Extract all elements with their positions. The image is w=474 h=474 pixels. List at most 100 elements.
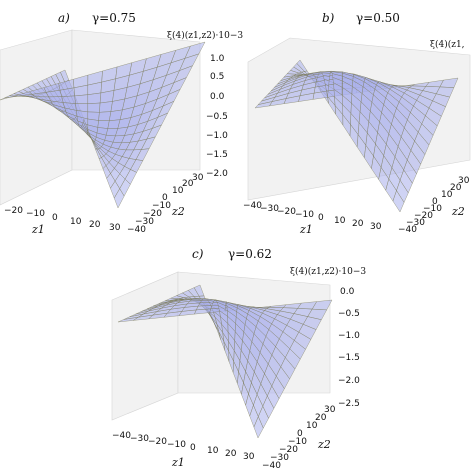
panel-c-ztick: −1.0 [338, 331, 360, 341]
panel-a-xtick: 20 [89, 220, 101, 230]
panel-c-xtick: −20 [148, 437, 167, 447]
panel-a-surface [0, 41, 206, 209]
panel-c-ytick: 20 [315, 413, 327, 423]
panel-a-xtick: 30 [109, 223, 121, 233]
panel-b-xtick: 20 [352, 219, 364, 229]
panel-a-ytick: −10 [152, 201, 171, 211]
panel-c-zticks: 0.0 −0.5 −1.0 −1.5 −2.0 −2.5 [338, 287, 360, 409]
panel-a-ytick: 20 [182, 179, 194, 189]
panel-b-xtick: 30 [370, 222, 382, 232]
panel-a-ztick: −1.0 [206, 131, 228, 141]
panel-c-title: γ=0.62 [228, 247, 272, 261]
panel-c-ytick: −40 [262, 461, 281, 471]
surface-cell [98, 111, 112, 121]
panel-b-ytick: 20 [450, 183, 462, 193]
panel-c-ytick: −20 [279, 445, 298, 455]
panel-a-xtick: −20 [4, 206, 23, 216]
surface-cell [74, 94, 89, 104]
panel-b-xtick: −30 [260, 204, 279, 214]
panel-a-zticks: 1.0 0.5 0.0 −0.5 −1.0 −1.5 −2.0 [206, 54, 228, 179]
panel-c-ylabel: z2 [317, 438, 331, 451]
panel-b-letter: b) [322, 11, 335, 25]
surface-cell [87, 92, 102, 104]
panel-a-ytick: −40 [127, 225, 146, 235]
panel-b-ytick: −30 [406, 218, 425, 228]
panel-b-ytick: 10 [441, 190, 453, 200]
svg-text:c): c) [192, 247, 204, 261]
panel-a-ytick: −30 [135, 217, 154, 227]
panel-a-ytick: 10 [172, 186, 184, 196]
panel-a-ytick: 30 [192, 173, 204, 183]
panel-c-xtick: 20 [225, 449, 237, 459]
panel-a-xlabel: z1 [31, 223, 45, 236]
panel-c-ztick: −1.5 [338, 353, 360, 363]
panel-c-xticks: −40 −30 −20 −10 0 10 20 30 [112, 431, 255, 462]
panel-c-zlabel: ξ(4)(z1,z2)·10−3 [290, 266, 366, 277]
panel-c-xtick: −40 [112, 431, 131, 441]
panel-c-xtick: −10 [167, 440, 186, 450]
panel-b-xticks: −40 −30 −20 −10 0 10 20 30 [243, 201, 382, 232]
panel-a-xtick: 0 [52, 213, 58, 223]
panel-c-xtick: 0 [190, 443, 196, 453]
surface-cell [113, 188, 125, 209]
svg-text:a): a) [58, 11, 70, 25]
panel-c-ztick: −0.5 [338, 309, 360, 319]
panel-a-ztick: −0.5 [206, 112, 228, 122]
surface-cell [392, 190, 405, 213]
panel-c-xtick: 30 [243, 452, 255, 462]
panel-b-xtick: 0 [318, 213, 324, 223]
panel-c-xtick: 10 [207, 446, 219, 456]
panel-c-xtick: −30 [130, 434, 149, 444]
panel-b-ytick: −20 [414, 211, 433, 221]
panel-b-yticks: −40 −30 −20 −10 0 10 20 30 [398, 176, 470, 235]
panel-c-ytick: −10 [288, 437, 307, 447]
panel-b-ytick: −10 [423, 204, 442, 214]
panel-c-ztick: 0.0 [340, 287, 355, 297]
panel-c: c) γ=0.62 ξ(4)(z1,z2)·10−3 0.0 −0.5 −1.0… [111, 247, 366, 471]
panel-b-ytick: −40 [398, 225, 417, 235]
panel-b-title: γ=0.50 [356, 11, 400, 25]
panel-a-title: γ=0.75 [92, 11, 136, 25]
panel-c-surface [117, 284, 333, 439]
panel-c-ytick: 0 [297, 429, 303, 439]
panel-a-ztick: 1.0 [210, 54, 225, 64]
surface-cell [253, 416, 264, 439]
panel-c-ztick: −2.5 [338, 399, 360, 409]
panel-a-ytick: −20 [143, 209, 162, 219]
panel-c-letter: c) [192, 247, 204, 261]
panel-a-ztick: −1.5 [206, 150, 228, 160]
panel-c-xlabel: z1 [171, 456, 185, 469]
panel-a-xtick: −10 [26, 209, 45, 219]
panel-b-xlabel: z1 [299, 223, 313, 236]
panel-b-zlabel: ξ(4)(z1, [430, 39, 465, 50]
panel-a-yticks: −40 −30 −20 −10 0 10 20 30 [127, 173, 204, 235]
svg-text:b): b) [322, 11, 335, 25]
panel-b-ytick: 0 [432, 197, 438, 207]
panel-b-xtick: 10 [334, 216, 346, 226]
panel-a: a) γ=0.75 ξ(4)(z1,z2)·10−3 1.0 0.5 0.0 −… [0, 11, 243, 236]
panel-b-xtick: −20 [277, 207, 296, 217]
panel-a-ztick: 0.5 [210, 72, 224, 82]
panel-b: b) γ=0.50 ξ(4)(z1, −40 −30 −20 −10 0 10 … [243, 11, 471, 236]
surface-cell [99, 101, 113, 113]
panel-a-xticks: −20 −10 0 10 20 30 [4, 206, 121, 233]
panel-b-xtick: −40 [243, 201, 262, 211]
panel-c-ztick: −2.0 [338, 376, 360, 386]
panel-a-letter: a) [58, 11, 70, 25]
panel-c-yticks: −40 −30 −20 −10 0 10 20 30 [262, 405, 336, 471]
panel-b-surface [254, 59, 459, 213]
panel-b-ylabel: z2 [451, 205, 465, 218]
panel-b-ytick: 30 [458, 176, 470, 186]
panel-a-xtick: 10 [70, 217, 82, 227]
panel-c-ytick: 30 [324, 405, 336, 415]
surface-cell [87, 102, 101, 113]
panel-a-ytick: 0 [162, 193, 168, 203]
panel-a-ztick: −2.0 [206, 169, 228, 179]
panel-a-zlabel: ξ(4)(z1,z2)·10−3 [167, 30, 243, 41]
panel-c-ytick: 10 [306, 421, 318, 431]
panel-b-xtick: −10 [295, 210, 314, 220]
panel-c-ytick: −30 [270, 453, 289, 463]
panel-a-ztick: 0.0 [210, 92, 225, 102]
panel-a-ylabel: z2 [171, 205, 185, 218]
